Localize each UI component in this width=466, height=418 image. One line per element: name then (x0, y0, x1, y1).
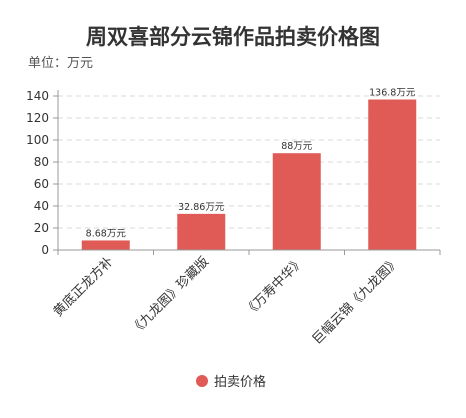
bar[interactable] (177, 213, 226, 250)
x-tick-label: 《万寿中华》 (242, 254, 308, 320)
legend: 拍卖价格 (196, 374, 266, 390)
bar[interactable] (368, 99, 417, 251)
y-tick-label: 80 (34, 155, 49, 169)
data-label: 136.8万元 (369, 88, 416, 99)
y-tick-label: 140 (26, 89, 49, 103)
x-tick-label: 《九龙图》珍藏版 (128, 254, 212, 338)
bar[interactable] (272, 153, 321, 250)
y-tick-label: 20 (34, 221, 49, 235)
legend-label: 拍卖价格 (214, 374, 266, 390)
x-axis: 黄底正龙方补 《九龙图》珍藏版 《万寿中华》 巨幅云锦《九龙图》 (50, 249, 441, 348)
y-tick-label: 0 (41, 243, 49, 257)
grid-lines (58, 95, 440, 229)
y-tick-label: 60 (34, 177, 49, 191)
y-axis: 0 20 40 60 80 100 120 140 (26, 89, 59, 257)
bar[interactable] (81, 240, 130, 250)
legend-swatch (196, 375, 208, 387)
data-label: 88万元 (281, 141, 313, 152)
chart-title: 周双喜部分云锦作品拍卖价格图 (86, 25, 380, 49)
x-tick-label: 巨幅云锦《九龙图》 (310, 254, 403, 347)
bars-group: 8.68万元 32.86万元 88万元 136.8万元 (81, 88, 417, 251)
data-label: 8.68万元 (86, 228, 127, 239)
y-tick-label: 100 (26, 133, 49, 147)
y-tick-label: 120 (26, 111, 49, 125)
data-label: 32.86万元 (178, 202, 225, 213)
x-tick-label: 黄底正龙方补 (50, 254, 116, 320)
unit-label: 单位：万元 (28, 56, 93, 71)
y-tick-label: 40 (34, 199, 49, 213)
